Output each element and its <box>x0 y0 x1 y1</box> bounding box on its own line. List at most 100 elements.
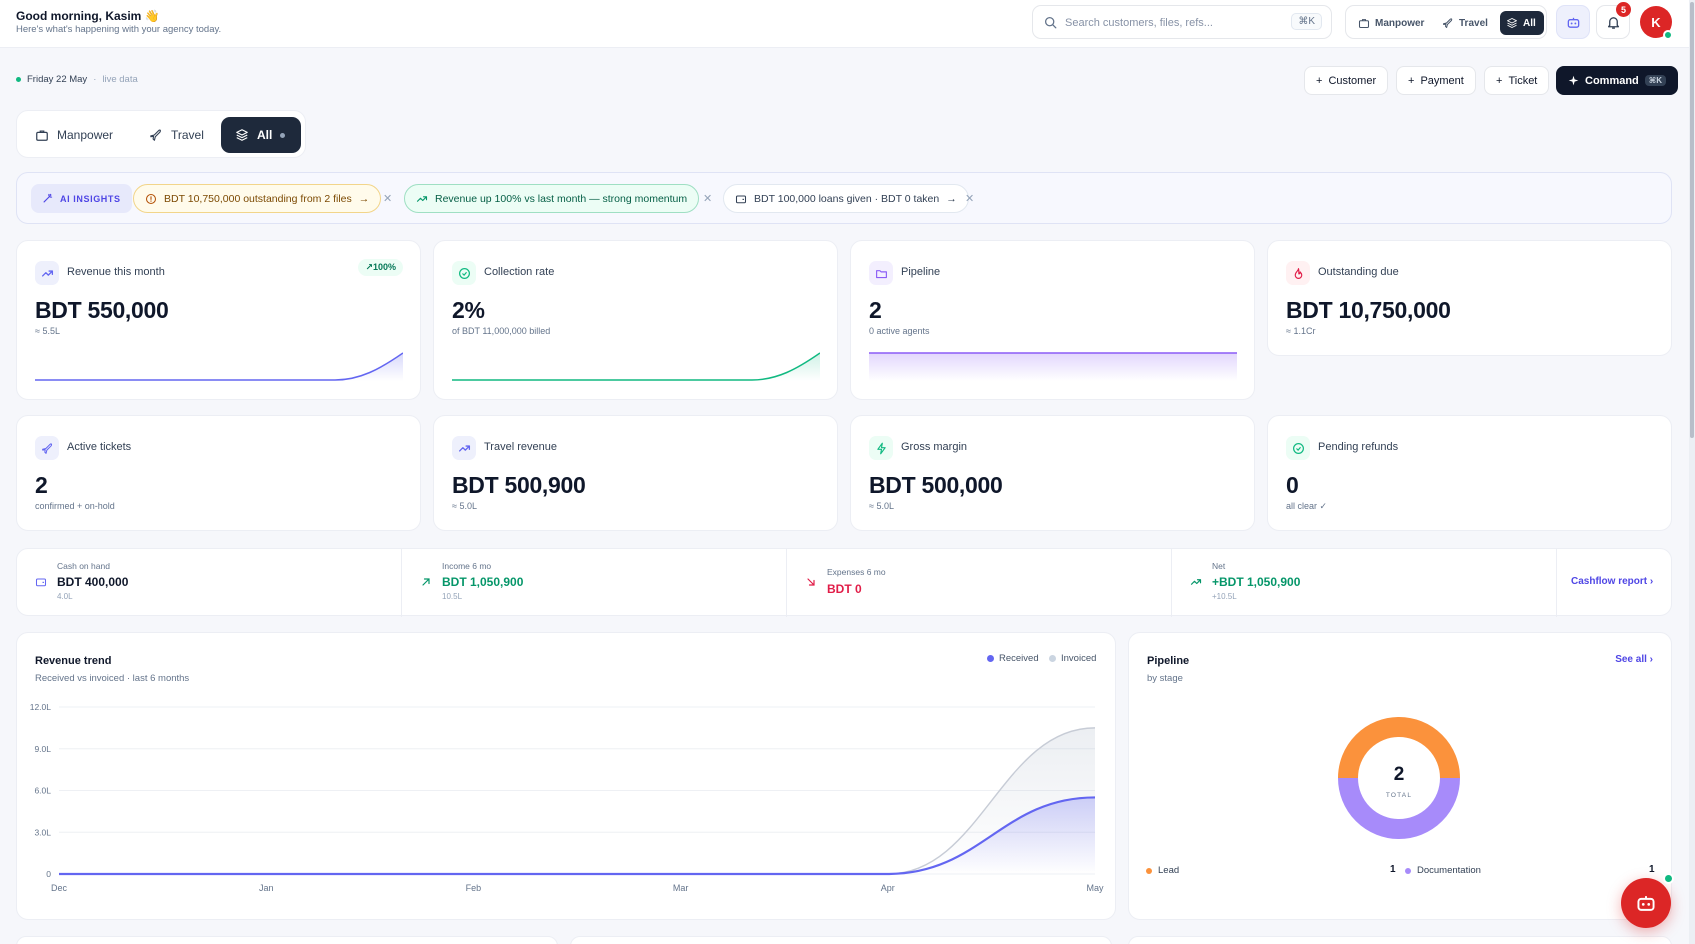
cashflow-value: BDT 400,000 <box>57 575 129 589</box>
mode-all[interactable]: All <box>1500 11 1544 35</box>
legend-label: Invoiced <box>1061 653 1097 664</box>
kpi-revenue-this-month[interactable]: Revenue this month ↗100% BDT 550,000 ≈ 5… <box>16 240 421 400</box>
add-ticket-button[interactable]: + Ticket <box>1484 66 1550 95</box>
cashflow-subtext: 10.5L <box>442 592 463 601</box>
assistant-button[interactable] <box>1556 5 1590 39</box>
kpi-subtext: confirmed + on-hold <box>35 501 115 511</box>
revenue-trend-card: Revenue trend Received vs invoiced · las… <box>16 632 1116 920</box>
cashflow-value: BDT 0 <box>827 582 862 596</box>
add-customer-label: Customer <box>1328 74 1377 87</box>
insight-revenue[interactable]: Revenue up 100% vs last month — strong m… <box>404 184 700 213</box>
add-payment-button[interactable]: + Payment <box>1396 66 1476 95</box>
mode-travel[interactable]: Travel <box>1436 11 1494 35</box>
revenue-trend-chart: 0 3.0L 6.0L 9.0L 12.0L Dec Jan Feb Mar Apr May <box>30 702 1104 893</box>
cashflow-report-link[interactable]: Cashflow report › <box>1571 576 1654 587</box>
check-circle-icon <box>452 261 476 285</box>
bottom-card <box>570 936 1112 944</box>
ai-insights-text: AI INSIGHTS <box>60 193 121 204</box>
kpi-value: 2% <box>452 297 485 323</box>
kpi-value: BDT 500,000 <box>869 472 1003 498</box>
tab-manpower[interactable]: Manpower <box>21 117 127 153</box>
wallet-icon <box>35 578 47 587</box>
chart-subtitle: by stage <box>1147 673 1183 684</box>
cashflow-value: +BDT 1,050,900 <box>1212 575 1301 589</box>
mode-manpower[interactable]: Manpower <box>1352 11 1430 35</box>
cashflow-subtext: 4.0L <box>57 592 73 601</box>
kpi-value: BDT 500,900 <box>452 472 586 498</box>
kpi-outstanding-due[interactable]: Outstanding due BDT 10,750,000 ≈ 1.1Cr <box>1267 240 1672 356</box>
kpi-pipeline[interactable]: Pipeline 2 0 active agents <box>850 240 1255 400</box>
legend-received: Received <box>987 653 1039 664</box>
kpi-label: Outstanding due <box>1318 266 1399 278</box>
dismiss-insight-button[interactable]: ✕ <box>965 193 975 205</box>
bottom-card <box>1128 936 1672 944</box>
dismiss-insight-button[interactable]: ✕ <box>383 193 393 205</box>
briefcase-icon <box>36 130 48 141</box>
pipeline-card: Pipeline by stage See all › 2 TOTAL Lead … <box>1128 632 1672 920</box>
kpi-collection-rate[interactable]: Collection rate 2% of BDT 11,000,000 bil… <box>433 240 838 400</box>
greeting-subtitle: Here's what's happening with your agency… <box>16 24 222 35</box>
scrollbar-thumb[interactable] <box>1690 2 1694 438</box>
chart-title: Pipeline <box>1147 655 1190 667</box>
command-label: Command <box>1585 74 1639 87</box>
tab-travel[interactable]: Travel <box>135 117 218 153</box>
kpi-subtext: ≈ 5.0L <box>452 501 477 511</box>
plane-icon <box>35 436 59 460</box>
scrollbar[interactable] <box>1689 0 1695 944</box>
search-shortcut: ⌘K <box>1291 13 1322 30</box>
received-line <box>59 796 1096 876</box>
search-box[interactable]: ⌘K <box>1032 5 1332 39</box>
mode-manpower-label: Manpower <box>1375 17 1425 29</box>
add-customer-button[interactable]: + Customer <box>1304 66 1389 95</box>
stage-count: 1 <box>1390 864 1396 875</box>
kpi-active-tickets[interactable]: Active tickets 2 confirmed + on-hold <box>16 415 421 531</box>
command-button[interactable]: Command ⌘K <box>1556 66 1678 95</box>
stage-label: Documentation <box>1417 865 1481 876</box>
sparkline <box>35 352 403 381</box>
kpi-label: Revenue this month <box>67 266 165 278</box>
notification-badge: 5 <box>1616 2 1631 17</box>
check-circle-icon <box>1286 436 1310 460</box>
kpi-subtext: ≈ 5.5L <box>35 326 60 336</box>
cashflow-value: BDT 1,050,900 <box>442 575 524 589</box>
kpi-travel-revenue[interactable]: Travel revenue BDT 500,900 ≈ 5.0L <box>433 415 838 531</box>
sparkline <box>869 352 1237 381</box>
kpi-pending-refunds[interactable]: Pending refunds 0 all clear ✓ <box>1267 415 1672 531</box>
assistant-fab[interactable] <box>1621 878 1671 928</box>
mode-all-label: All <box>1523 17 1536 29</box>
kpi-gross-margin[interactable]: Gross margin BDT 500,000 ≈ 5.0L <box>850 415 1255 531</box>
cashflow-cash-on-hand: Cash on hand BDT 400,000 4.0L <box>17 549 402 617</box>
alert-circle-icon <box>145 193 157 204</box>
kpi-label: Gross margin <box>901 441 968 453</box>
tab-all[interactable]: All <box>221 117 301 153</box>
bottom-card <box>16 936 558 944</box>
wallet-icon <box>735 194 747 203</box>
plus-icon: + <box>1316 74 1323 87</box>
y-tick-label: 3.0L <box>34 827 51 837</box>
arrow-up-right-icon <box>422 578 430 586</box>
date-status: Friday 22 May · live data <box>16 74 138 85</box>
trending-up-icon <box>35 261 59 285</box>
search-icon <box>1044 16 1057 29</box>
kpi-value: 2 <box>35 472 48 498</box>
plus-icon: + <box>1408 74 1415 87</box>
search-input[interactable] <box>1065 14 1285 32</box>
flame-icon <box>1286 261 1310 285</box>
insight-outstanding-text: BDT 10,750,000 outstanding from 2 files <box>164 192 352 205</box>
robot-icon <box>1637 896 1655 911</box>
chart-title: Revenue trend <box>35 655 112 667</box>
plus-icon: + <box>1496 74 1503 87</box>
donut-total: 2 <box>1394 764 1405 785</box>
insight-outstanding[interactable]: BDT 10,750,000 outstanding from 2 files … <box>133 184 382 213</box>
see-all-link[interactable]: See all › <box>1615 654 1653 665</box>
plane-icon <box>150 129 161 141</box>
dismiss-insight-button[interactable]: ✕ <box>703 193 713 205</box>
legend-invoiced: Invoiced <box>1049 653 1096 664</box>
arrow-right-icon: → <box>946 192 957 205</box>
insight-revenue-text: Revenue up 100% vs last month — strong m… <box>435 192 688 205</box>
invoiced-line <box>59 727 1096 875</box>
wand-icon <box>43 193 53 203</box>
cashflow-income: Income 6 mo BDT 1,050,900 10.5L <box>402 549 787 617</box>
folder-icon <box>869 261 893 285</box>
insight-loans[interactable]: BDT 100,000 loans given · BDT 0 taken → <box>723 184 969 213</box>
